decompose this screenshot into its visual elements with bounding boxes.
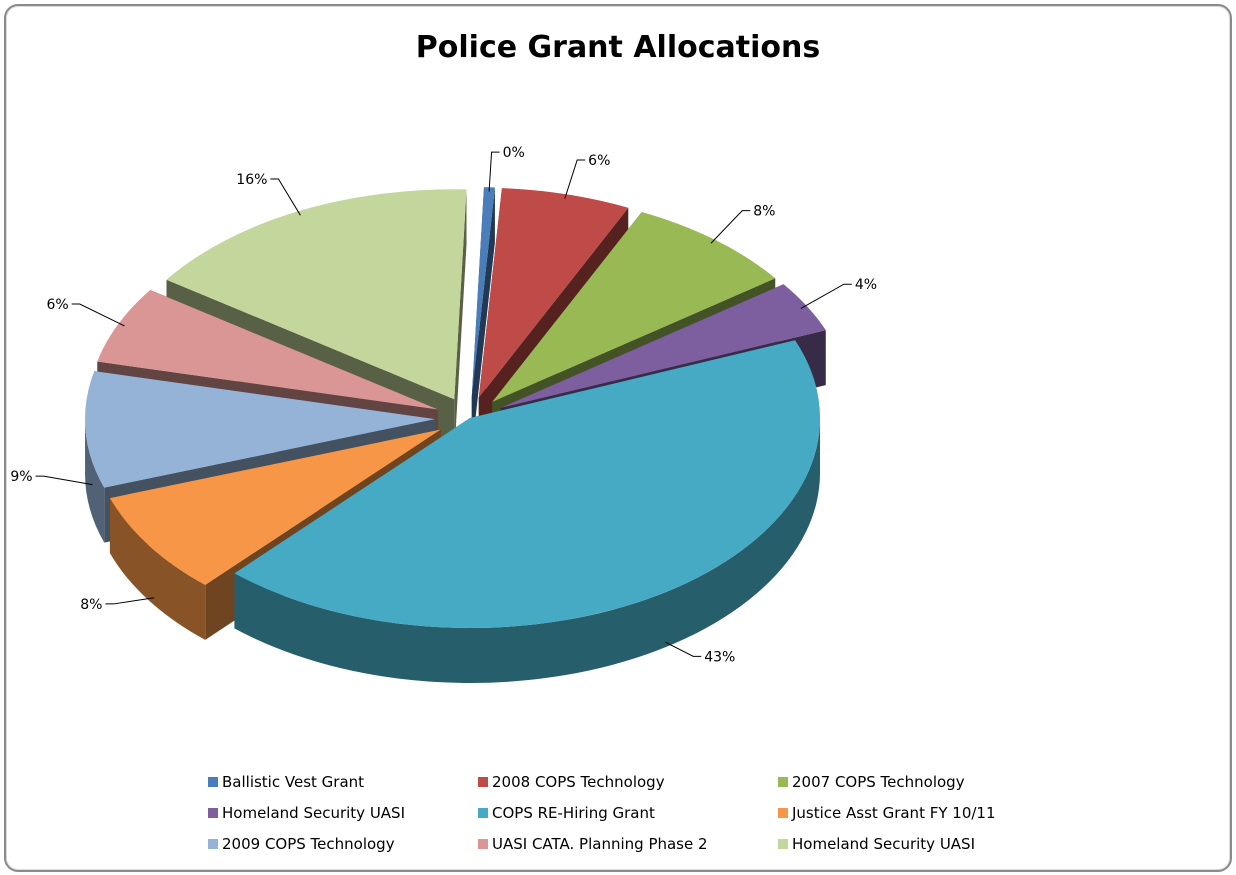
legend-label-4: COPS RE-Hiring Grant bbox=[492, 804, 655, 822]
data-label-5: 8% bbox=[80, 597, 102, 613]
leader-line-5 bbox=[105, 597, 155, 605]
legend-swatch-7 bbox=[478, 839, 488, 849]
data-label-3: 4% bbox=[855, 277, 877, 293]
legend-swatch-4 bbox=[478, 808, 488, 818]
legend-label-6: 2009 COPS Technology bbox=[222, 835, 395, 853]
leader-line-6 bbox=[35, 475, 93, 486]
legend-label-5: Justice Asst Grant FY 10/11 bbox=[791, 804, 996, 822]
legend-swatch-1 bbox=[478, 777, 488, 787]
slice-2 bbox=[492, 211, 776, 402]
leader-line-8 bbox=[270, 178, 301, 216]
slice-1 bbox=[478, 188, 629, 398]
data-label-1: 6% bbox=[588, 153, 610, 169]
data-label-4: 43% bbox=[704, 649, 735, 665]
pie-tops bbox=[85, 187, 826, 628]
slice-edge-5-0 bbox=[109, 498, 206, 640]
legend-swatch-8 bbox=[778, 839, 788, 849]
leader-line-1 bbox=[564, 159, 586, 199]
leader-line-2 bbox=[710, 210, 751, 244]
legend-label-2: 2007 COPS Technology bbox=[792, 773, 965, 791]
slice-8 bbox=[166, 189, 467, 400]
data-label-7: 6% bbox=[47, 297, 69, 313]
data-label-6: 9% bbox=[10, 469, 32, 485]
slice-wall-0-1 bbox=[471, 187, 495, 453]
legend-swatch-6 bbox=[208, 839, 218, 849]
legend-label-3: Homeland Security UASI bbox=[222, 804, 405, 822]
leader-line-3 bbox=[800, 283, 852, 309]
chart-title: Police Grant Allocations bbox=[416, 30, 820, 65]
legend-swatch-5 bbox=[778, 808, 788, 818]
slice-edge-4-0 bbox=[234, 418, 820, 684]
slice-4 bbox=[234, 340, 820, 628]
data-labels: 0% 6% 8% 4% 43% 8% 9% 6% 16% bbox=[10, 145, 877, 665]
legend-swatch-2 bbox=[778, 777, 788, 787]
slice-0 bbox=[471, 187, 495, 398]
legend-label-7: UASI CATA. Planning Phase 2 bbox=[492, 835, 708, 853]
legend-swatch-0 bbox=[208, 777, 218, 787]
slice-3 bbox=[500, 284, 826, 408]
legend-label-8: Homeland Security UASI bbox=[792, 835, 975, 853]
leader-line-7 bbox=[71, 303, 125, 327]
slice-7 bbox=[97, 289, 439, 410]
legend-label-1: 2008 COPS Technology bbox=[492, 773, 665, 791]
slice-wall-8-1 bbox=[454, 189, 467, 455]
data-label-2: 8% bbox=[753, 204, 775, 220]
data-label-0: 0% bbox=[503, 145, 525, 161]
slice-5 bbox=[109, 429, 441, 585]
leader-line-4 bbox=[665, 641, 702, 657]
data-label-8: 16% bbox=[236, 172, 267, 188]
legend-label-0: Ballistic Vest Grant bbox=[222, 773, 364, 791]
legend-swatch-3 bbox=[208, 808, 218, 818]
leader-line-0 bbox=[488, 151, 500, 192]
legend: Ballistic Vest Grant 2008 COPS Technology… bbox=[208, 773, 996, 853]
slice-edge-6-0 bbox=[85, 419, 105, 543]
slice-6 bbox=[85, 371, 436, 488]
